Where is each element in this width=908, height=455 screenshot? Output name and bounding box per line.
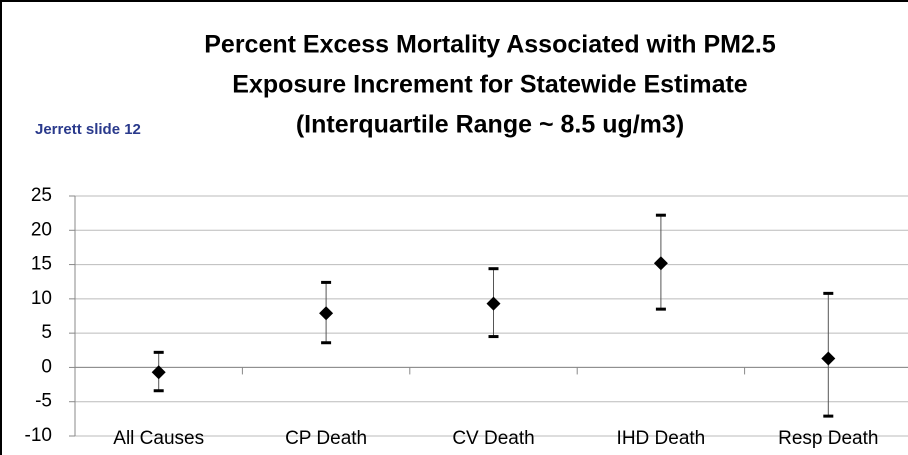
point — [653, 256, 668, 271]
chart-title: Exposure Increment for Statewide Estimat… — [232, 71, 748, 99]
x-tick-label: CP Death — [285, 428, 367, 449]
y-tick-label: 5 — [41, 322, 52, 343]
point — [151, 365, 166, 380]
y-tick-label: 0 — [41, 356, 52, 377]
chart-title: (Interquartile Range ~ 8.5 ug/m3) — [296, 111, 684, 139]
y-tick-label: 20 — [31, 219, 52, 240]
y-tick-label: -5 — [35, 391, 52, 412]
point — [319, 306, 334, 321]
annotation: Jerrett slide 12 — [35, 121, 141, 138]
y-tick-label: -10 — [25, 425, 52, 446]
y-tick-label: 25 — [31, 185, 52, 206]
x-tick-label: All Causes — [113, 428, 204, 449]
x-tick-label: IHD Death — [617, 428, 706, 449]
point — [486, 296, 501, 311]
chart-title: Percent Excess Mortality Associated with… — [204, 31, 776, 59]
x-tick-label: CV Death — [452, 428, 534, 449]
y-tick-label: 10 — [31, 288, 52, 309]
x-tick-label: Resp Death — [778, 428, 878, 449]
y-tick-label: 15 — [31, 254, 52, 275]
point — [821, 351, 836, 366]
